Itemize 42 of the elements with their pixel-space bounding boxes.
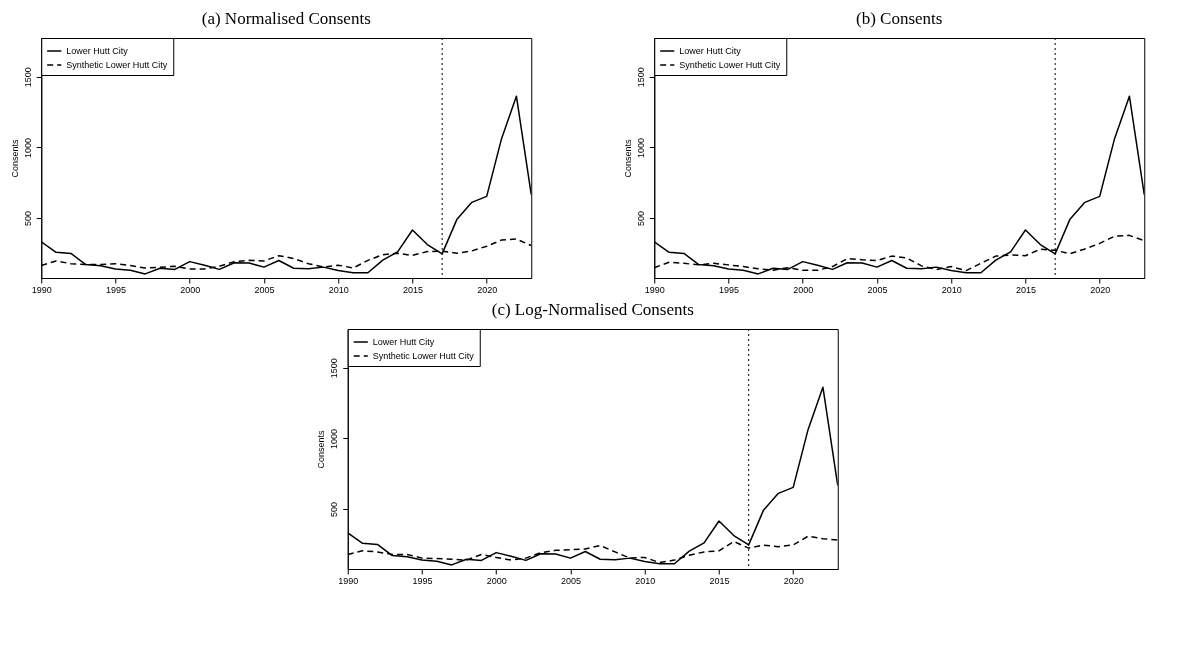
x-tick-label: 2005 — [254, 284, 275, 295]
x-tick-label: 1995 — [105, 284, 127, 295]
x-tick-label: 1990 — [644, 284, 665, 295]
x-tick-label: 2015 — [402, 284, 423, 295]
legend-label: Synthetic Lower Hutt City — [679, 60, 781, 70]
x-tick-label: 2015 — [1015, 284, 1036, 295]
y-tick-label: 1500 — [635, 67, 646, 88]
x-tick-label: 2000 — [793, 284, 814, 295]
x-tick-label: 1990 — [338, 575, 359, 586]
x-tick-label: 1995 — [412, 575, 433, 586]
y-tick-label: 1000 — [329, 428, 340, 449]
chart-title: (a) Normalised Consents — [201, 8, 371, 28]
legend-label: Lower Hutt City — [66, 46, 129, 56]
legend-label: Lower Hutt City — [679, 46, 742, 56]
x-tick-label: 2000 — [180, 284, 201, 295]
x-tick-label: 2015 — [709, 575, 730, 586]
x-tick-label: 2005 — [560, 575, 581, 586]
x-tick-label: 1995 — [718, 284, 740, 295]
x-tick-label: 2020 — [1090, 284, 1111, 295]
legend-label: Lower Hutt City — [372, 337, 435, 347]
chart-title: (b) Consents — [856, 8, 943, 28]
x-tick-label: 2010 — [635, 575, 656, 586]
y-tick-label: 500 — [329, 501, 340, 518]
x-tick-label: 2000 — [486, 575, 507, 586]
legend-label: Synthetic Lower Hutt City — [66, 60, 168, 70]
chart-title: (c) Log-Normalised Consents — [491, 299, 694, 319]
y-axis-title: Consents — [622, 138, 633, 178]
x-tick-label: 2005 — [867, 284, 888, 295]
y-tick-label: 1000 — [22, 137, 33, 158]
y-tick-label: 1500 — [22, 67, 33, 88]
x-tick-label: 2010 — [941, 284, 962, 295]
x-tick-label: 1990 — [31, 284, 52, 295]
y-tick-label: 500 — [635, 210, 646, 227]
y-axis-title: Consents — [316, 429, 327, 469]
y-tick-label: 500 — [22, 210, 33, 227]
y-tick-label: 1000 — [635, 137, 646, 158]
x-tick-label: 2010 — [328, 284, 349, 295]
x-tick-label: 2020 — [477, 284, 498, 295]
y-axis-title: Consents — [9, 138, 20, 178]
y-tick-label: 1500 — [329, 358, 340, 379]
legend-label: Synthetic Lower Hutt City — [372, 351, 475, 361]
x-tick-label: 2020 — [783, 575, 804, 586]
